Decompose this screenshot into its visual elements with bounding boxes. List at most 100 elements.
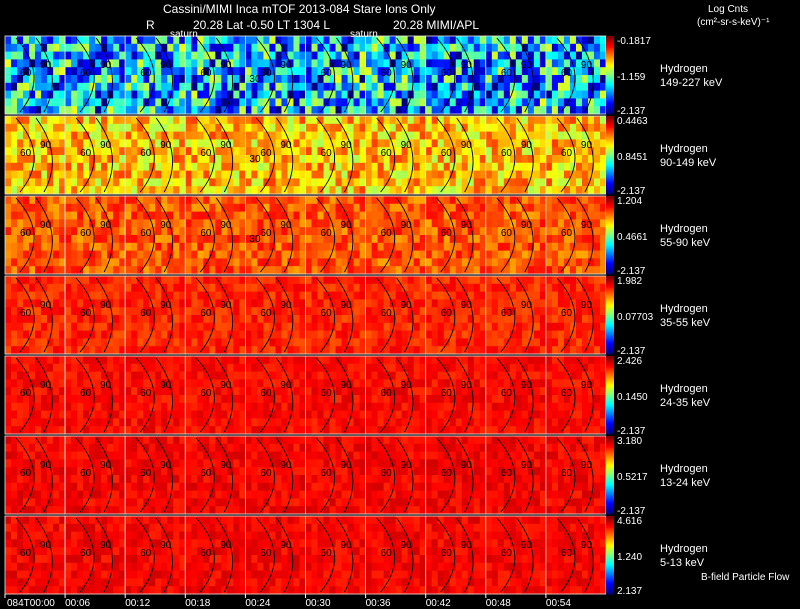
heatmap-cell xyxy=(257,299,264,308)
heatmap-cell xyxy=(329,196,337,205)
heatmap-cell xyxy=(125,227,132,236)
heatmap-cell xyxy=(527,235,535,244)
heatmap-cell xyxy=(23,322,30,332)
heatmap-cell xyxy=(395,90,403,99)
heatmap-cell xyxy=(239,299,246,308)
heatmap-cell xyxy=(29,82,36,92)
contour-label-90: 90 xyxy=(280,60,292,71)
heatmap-cell xyxy=(155,276,162,285)
heatmap-cell xyxy=(119,379,126,388)
heatmap-cell xyxy=(29,106,36,115)
heatmap-cell xyxy=(509,116,517,125)
heatmap-cell xyxy=(5,395,12,404)
heatmap-cell xyxy=(335,227,343,236)
heatmap-cell xyxy=(479,283,487,293)
heatmap-cell xyxy=(353,116,361,125)
colorbar-segment xyxy=(606,279,614,283)
heatmap-cell xyxy=(269,266,276,275)
heatmap-cell xyxy=(299,250,306,259)
heatmap-cell xyxy=(71,36,78,45)
heatmap-cell xyxy=(347,258,355,267)
heatmap-cell xyxy=(263,276,270,285)
heatmap-cell xyxy=(389,98,397,107)
heatmap-cell xyxy=(443,51,451,60)
heatmap-cell xyxy=(113,258,120,267)
heatmap-cell xyxy=(281,36,288,45)
heatmap-cell xyxy=(215,338,222,347)
heatmap-cell xyxy=(389,299,397,308)
heatmap-cell xyxy=(143,402,150,412)
heatmap-cell xyxy=(89,379,96,388)
heatmap-cell xyxy=(53,346,60,355)
heatmap-cell xyxy=(23,387,30,396)
heatmap-cell xyxy=(581,155,589,164)
heatmap-cell xyxy=(65,51,72,60)
heatmap-cell xyxy=(341,139,349,148)
heatmap-cell xyxy=(203,395,210,404)
heatmap-cell xyxy=(197,82,204,92)
heatmap-cell xyxy=(371,235,379,244)
heatmap-cell xyxy=(287,356,294,365)
heatmap-cell xyxy=(407,299,415,308)
heatmap-cell xyxy=(413,98,421,107)
heatmap-cell xyxy=(209,82,216,92)
heatmap-cell xyxy=(65,178,72,187)
heatmap-cell xyxy=(239,402,246,412)
heatmap-cell xyxy=(461,106,469,115)
heatmap-cell xyxy=(221,43,228,53)
heatmap-cell xyxy=(179,330,186,339)
heatmap-cell xyxy=(107,211,114,220)
heatmap-cell xyxy=(263,75,270,84)
heatmap-cell xyxy=(83,395,90,404)
heatmap-cell xyxy=(371,203,379,213)
heatmap-cell xyxy=(389,186,397,195)
heatmap-cell xyxy=(215,258,222,267)
heatmap-cell xyxy=(113,67,120,76)
heatmap-cell xyxy=(119,402,126,412)
heatmap-cell xyxy=(275,235,282,244)
heatmap-cell xyxy=(311,196,319,205)
heatmap-cell xyxy=(179,410,186,419)
heatmap-cell xyxy=(137,219,144,228)
heatmap-cell xyxy=(257,186,264,195)
heatmap-cell xyxy=(461,299,469,308)
heatmap-cell xyxy=(131,235,138,244)
heatmap-cell xyxy=(251,371,258,380)
heatmap-cell xyxy=(251,242,258,252)
heatmap-cell xyxy=(581,116,589,125)
heatmap-cell xyxy=(431,211,439,220)
colorbar-segment xyxy=(606,41,614,45)
heatmap-cell xyxy=(257,387,264,396)
heatmap-cell xyxy=(287,363,294,373)
colorbar-segment xyxy=(606,289,614,293)
heatmap-cell xyxy=(269,242,276,252)
heatmap-cell xyxy=(365,82,373,92)
heatmap-cell xyxy=(5,410,12,419)
heatmap-cell xyxy=(581,106,589,115)
heatmap-cell xyxy=(71,395,78,404)
heatmap-cell xyxy=(275,402,282,412)
heatmap-cell xyxy=(449,59,457,68)
contour-label-60: 60 xyxy=(381,68,393,79)
heatmap-cell xyxy=(239,227,246,236)
heatmap-cell xyxy=(59,51,66,60)
heatmap-cell xyxy=(53,82,60,92)
heatmap-cell xyxy=(53,371,60,380)
heatmap-cell xyxy=(245,371,252,380)
heatmap-cell xyxy=(419,307,427,316)
heatmap-cell xyxy=(527,116,535,125)
heatmap-cell xyxy=(491,299,499,308)
heatmap-cell xyxy=(311,43,319,53)
heatmap-cell xyxy=(455,258,463,267)
contour-line xyxy=(336,37,354,113)
heatmap-cell xyxy=(95,139,102,148)
contour-line xyxy=(336,197,354,273)
heatmap-cell xyxy=(329,178,337,187)
heatmap-cell xyxy=(533,219,541,228)
heatmap-cell xyxy=(515,227,523,236)
heatmap-cell xyxy=(179,196,186,205)
heatmap-cell xyxy=(347,250,355,259)
heatmap-cell xyxy=(275,283,282,293)
heatmap-cell xyxy=(473,67,481,76)
heatmap-cell xyxy=(203,410,210,419)
